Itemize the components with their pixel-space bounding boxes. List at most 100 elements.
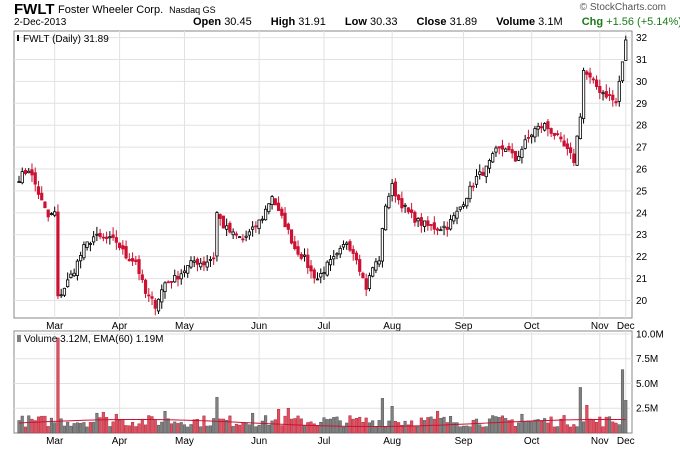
price-candle [98, 232, 102, 237]
price-legend-text: FWLT (Daily) 31.89 [23, 34, 109, 45]
price-candle [478, 171, 482, 175]
volume-bar [173, 421, 177, 434]
volume-bar [500, 415, 505, 434]
volume-bar [166, 418, 170, 434]
price-legend: FWLT (Daily) 31.89 [17, 34, 109, 45]
high-value: 31.91 [298, 16, 326, 28]
volume-bar [361, 422, 365, 434]
volume-bar [598, 416, 602, 434]
volume-bar [611, 421, 615, 434]
price-candle [348, 241, 352, 251]
price-candle [105, 236, 109, 239]
volume-bar [484, 426, 488, 434]
volume-bar [147, 415, 151, 434]
price-y-tick-label: 28 [636, 121, 648, 132]
price-candle [156, 298, 161, 312]
volume-bar [306, 422, 310, 434]
volume-x-tick-label: Jun [251, 436, 267, 447]
price-y-tick-label: 24 [636, 208, 648, 219]
price-candle [280, 208, 284, 216]
volume-bar [82, 422, 86, 434]
price-candle [82, 244, 86, 259]
volume-bar [513, 426, 517, 434]
price-candle [121, 245, 125, 250]
price-candle [124, 246, 128, 259]
volume-ema-line [18, 418, 626, 428]
price-candle [611, 94, 615, 101]
volume-bar [49, 417, 53, 434]
price-candle [49, 213, 54, 216]
price-candle [127, 258, 131, 262]
price-candle [306, 254, 310, 268]
price-x-tick-label: Sep [455, 321, 473, 332]
price-candle [435, 228, 440, 231]
price-candle [189, 260, 193, 268]
price-candle [72, 272, 76, 277]
low-quote: Low 30.33 [345, 16, 406, 28]
price-candle [36, 186, 41, 195]
volume-bar [345, 422, 349, 434]
price-y-tick-label: 29 [636, 99, 648, 110]
volume-bar [539, 420, 543, 434]
volume-y-tick-label: 10.0M [636, 329, 664, 340]
volume-bar [461, 425, 466, 434]
volume-bar [400, 424, 404, 434]
volume-bar [20, 415, 24, 434]
volume-x-tick-label: Nov [591, 436, 609, 447]
price-candle [452, 215, 456, 222]
volume-bar [79, 423, 83, 434]
price-candle [546, 121, 550, 130]
volume-bar [176, 423, 180, 434]
volume-bar [66, 421, 70, 434]
price-candle [150, 296, 154, 299]
price-candle [351, 249, 355, 254]
price-candle [218, 214, 222, 219]
price-candle [75, 260, 80, 276]
volume-y-tick-label: 7.5M [636, 354, 658, 365]
open-quote: Open 30.45 [193, 16, 260, 28]
price-candle [422, 220, 427, 227]
volume-bar [494, 416, 498, 434]
high-quote: High 31.91 [271, 16, 334, 28]
price-candle [247, 231, 251, 236]
price-candle [338, 248, 342, 255]
price-candle [341, 244, 346, 248]
volume-bar [517, 422, 521, 434]
volume-bar [393, 420, 397, 434]
low-value: 30.33 [369, 16, 398, 28]
price-x-tick-label: Jun [251, 321, 267, 332]
price-candle [416, 218, 420, 222]
price-x-tick-label: May [175, 321, 194, 332]
volume-bar [302, 425, 307, 434]
volume-y-tick-label: 2.5M [636, 404, 658, 415]
volume-bar [549, 416, 553, 434]
price-candle [387, 195, 391, 209]
price-candle [588, 72, 592, 78]
volume-bar [270, 420, 274, 434]
price-candle [481, 171, 485, 176]
price-candle [358, 259, 362, 272]
open-label: Open [193, 16, 222, 28]
volume-bar [153, 420, 157, 434]
volume-bar [578, 387, 582, 434]
price-candle [581, 70, 586, 119]
price-candle [523, 139, 527, 149]
price-candle [594, 79, 599, 88]
price-candle [166, 281, 170, 284]
price-candle [380, 228, 385, 262]
volume-bar [423, 420, 427, 434]
price-candle [293, 241, 297, 250]
price-candle [585, 71, 589, 75]
change-label: Chg [581, 16, 604, 28]
volume-bar [257, 424, 261, 434]
price-candle [225, 225, 229, 230]
volume-x-tick-label: Jul [318, 436, 331, 447]
volume-bar [192, 419, 196, 434]
price-candle [312, 269, 316, 279]
volume-bar [62, 425, 66, 434]
volume-bar [95, 412, 99, 434]
volume-bar [293, 418, 297, 434]
volume-bar [121, 419, 125, 434]
price-y-tick-label: 26 [636, 165, 648, 176]
